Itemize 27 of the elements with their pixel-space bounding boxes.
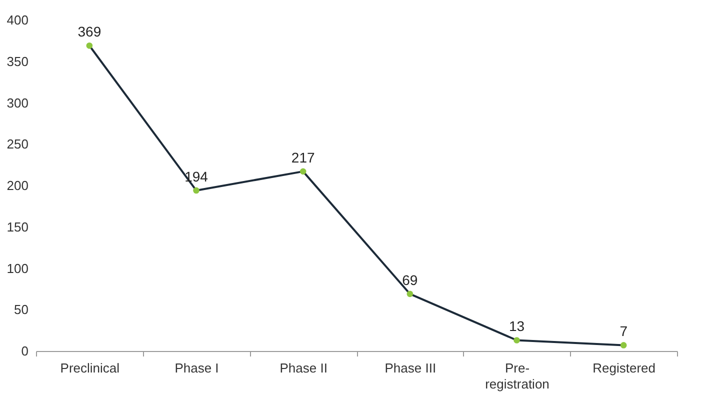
y-tick-label: 50: [14, 302, 28, 318]
x-tick-label: Registered: [592, 360, 656, 376]
point: [620, 342, 627, 348]
data-label: 13: [508, 318, 525, 334]
x-tick-label: Phase III: [384, 360, 436, 376]
y-tick-label: 350: [6, 54, 28, 69]
data-label: 69: [402, 272, 418, 288]
x-tick-label: Phase I: [174, 360, 219, 376]
y-tick-label: 250: [6, 136, 28, 152]
data-label: 217: [291, 149, 315, 166]
point: [300, 168, 306, 175]
point: [406, 290, 414, 298]
point: [514, 337, 520, 344]
y-tick-label: 150: [6, 219, 28, 234]
y-tick-label: 0: [21, 344, 28, 358]
y-tick-label: 100: [6, 260, 28, 276]
x-tick-label: Pre-registration: [485, 360, 550, 392]
data-label: 7: [620, 323, 628, 340]
point: [86, 42, 93, 49]
data-label: 369: [78, 24, 102, 40]
y-tick-label: 400: [6, 12, 28, 28]
data-label: 194: [184, 168, 208, 184]
x-tick-label: Preclinical: [60, 360, 120, 376]
x-tick-label: Phase II: [280, 360, 328, 376]
y-tick-label: 200: [6, 178, 28, 193]
y-tick-label: 300: [6, 95, 28, 110]
point: [193, 187, 200, 194]
